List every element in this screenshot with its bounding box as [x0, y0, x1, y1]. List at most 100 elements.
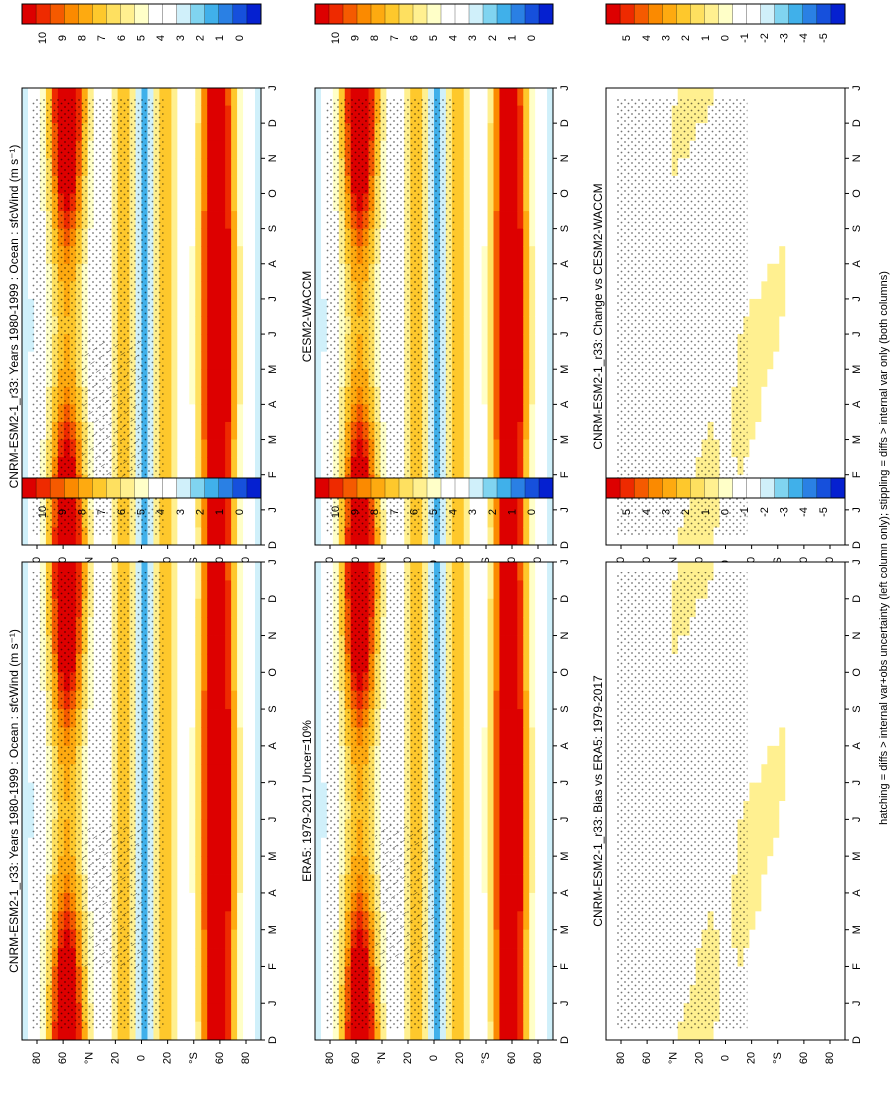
heat-cell — [165, 598, 172, 618]
heat-cell — [219, 727, 226, 747]
heat-cell — [22, 123, 29, 142]
heat-cell — [27, 598, 35, 618]
heat-cell — [833, 263, 840, 282]
heat-cell — [243, 966, 250, 986]
heat-cell — [611, 246, 619, 265]
heat-cell — [87, 527, 95, 546]
heat-cell — [315, 562, 322, 581]
heat-cell — [535, 263, 542, 282]
colorbar-swatch — [49, 477, 65, 499]
heat-cell — [833, 140, 840, 159]
month-tick-label: J — [267, 507, 279, 513]
heat-cell — [69, 527, 77, 546]
heat-cell — [511, 140, 518, 159]
colorbar-swatch — [384, 3, 400, 25]
heat-cell — [380, 562, 387, 581]
heat-cell — [398, 88, 405, 106]
lat-tick-label: °N — [83, 1052, 95, 1064]
heat-cell — [755, 457, 762, 476]
heat-cell — [499, 334, 506, 353]
heat-cell — [171, 421, 178, 440]
heat-cell — [171, 457, 178, 476]
heat-cell — [123, 527, 130, 546]
heat-cell — [171, 193, 178, 212]
colorbar-swatch — [398, 3, 414, 25]
heat-cell — [815, 263, 822, 282]
heat-cell — [171, 727, 178, 747]
heat-cell — [237, 386, 244, 405]
heat-cell — [457, 193, 465, 212]
heat-cell — [22, 837, 29, 857]
heat-cell — [767, 334, 774, 353]
heat-cell — [213, 334, 220, 353]
heat-cell — [785, 386, 792, 405]
heat-cell — [487, 439, 494, 458]
heat-cell — [428, 88, 435, 106]
heat-cell — [535, 334, 542, 353]
colorbar-swatch — [204, 3, 220, 25]
heat-cell — [183, 874, 190, 894]
month-tick-label: M — [267, 435, 279, 444]
heat-cell — [243, 457, 250, 476]
colorbar-swatch — [342, 3, 358, 25]
colorbar-swatch — [619, 3, 635, 25]
heat-cell — [827, 509, 834, 528]
heat-cell — [231, 281, 238, 300]
heat-cell — [511, 421, 518, 440]
heat-cell — [833, 298, 840, 317]
month-tick-label: A — [851, 400, 863, 408]
heat-cell — [219, 892, 226, 912]
heat-cell — [493, 263, 500, 282]
heat-cell — [231, 334, 238, 353]
heat-cell — [219, 263, 226, 282]
heat-cell — [201, 911, 208, 931]
heat-cell — [517, 298, 524, 317]
panel-3: DJFMAMJJASONDJ8060°N20020°S6080CNRM-ESM2… — [591, 3, 863, 569]
heat-cell — [201, 948, 208, 967]
month-tick-label: N — [267, 154, 279, 162]
heat-cell — [243, 709, 250, 728]
heat-cell — [493, 439, 500, 458]
heat-cell — [153, 1021, 160, 1041]
heat-cell — [255, 369, 262, 388]
heat-cell — [481, 88, 488, 106]
colorbar-swatch — [92, 477, 107, 499]
heat-cell — [505, 386, 512, 405]
heat-cell — [749, 105, 756, 124]
heat-cell — [833, 123, 840, 142]
heat-cell — [499, 298, 506, 317]
heat-cell — [201, 819, 208, 839]
heat-cell — [243, 193, 250, 212]
heat-cell — [326, 1021, 334, 1041]
heat-cell — [207, 929, 214, 949]
heat-cell — [785, 527, 792, 546]
heat-cell — [773, 509, 780, 528]
heat-cell — [833, 334, 840, 353]
colorbar-label: -5 — [818, 33, 830, 43]
heat-cell — [755, 158, 762, 177]
heat-cell — [207, 263, 214, 282]
heat-cell — [517, 281, 524, 300]
heat-cell — [183, 727, 190, 747]
heat-cell — [773, 457, 780, 476]
heat-cell — [219, 1003, 226, 1023]
heat-cell — [535, 140, 542, 159]
heat-cell — [207, 175, 214, 194]
heat-cell — [547, 509, 554, 528]
heat-cell — [338, 562, 346, 581]
colorbar-swatch — [426, 3, 442, 25]
heat-cell — [611, 211, 619, 230]
heat-cell — [249, 123, 256, 142]
heat-cell — [529, 351, 536, 370]
heat-cell — [773, 88, 780, 106]
heat-cell — [177, 635, 184, 655]
heat-cell — [249, 598, 256, 618]
heat-cell — [189, 527, 196, 546]
heat-cell — [171, 246, 178, 265]
heat-cell — [315, 745, 322, 765]
heat-cell — [249, 617, 256, 636]
heat-cell — [517, 88, 524, 106]
hatching — [82, 824, 142, 969]
heat-cell — [237, 228, 244, 247]
heat-cell — [183, 193, 190, 212]
